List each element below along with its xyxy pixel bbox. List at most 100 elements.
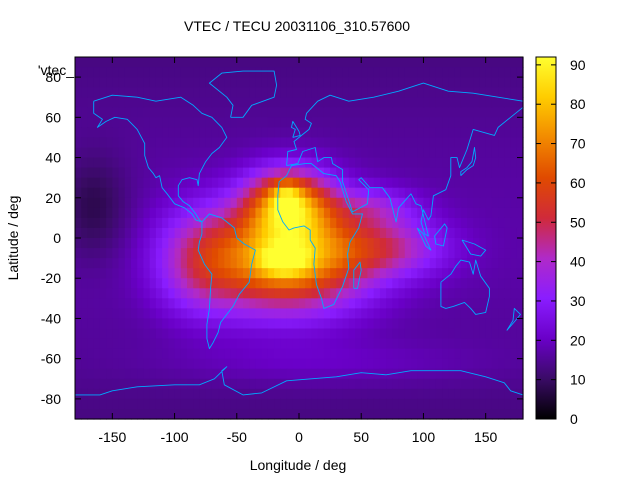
- heatmap-cell: [448, 97, 456, 108]
- heatmap-cell: [460, 278, 468, 289]
- heatmap-cell: [442, 227, 449, 239]
- heatmap-cell: [93, 147, 101, 159]
- heatmap-cell: [442, 368, 449, 380]
- heatmap-cell: [330, 137, 337, 149]
- heatmap-cell: [149, 127, 157, 139]
- heatmap-cell: [149, 328, 157, 340]
- heatmap-cell: [491, 248, 499, 259]
- y-tick-label: -40: [41, 310, 61, 326]
- vtec-heatmap: [75, 57, 524, 420]
- heatmap-cell: [87, 238, 95, 249]
- heatmap-cell: [187, 278, 194, 289]
- heatmap-cell: [330, 107, 337, 118]
- heatmap-cell: [274, 308, 281, 320]
- heatmap-cell: [286, 157, 294, 169]
- heatmap-cell: [448, 368, 456, 380]
- heatmap-cell: [249, 57, 257, 68]
- heatmap-cell: [473, 217, 481, 229]
- heatmap-cell: [261, 378, 269, 390]
- heatmap-cell: [131, 157, 138, 169]
- heatmap-cell: [479, 358, 487, 370]
- heatmap-cell: [392, 167, 400, 179]
- heatmap-cell: [75, 197, 82, 209]
- heatmap-cell: [392, 107, 400, 118]
- heatmap-cell: [460, 358, 468, 370]
- heatmap-cell: [87, 368, 95, 380]
- heatmap-cell: [187, 177, 194, 189]
- heatmap-cell: [516, 197, 524, 209]
- heatmap-cell: [417, 127, 425, 139]
- heatmap-cell: [236, 167, 244, 179]
- heatmap-cell: [404, 227, 412, 239]
- heatmap-cell: [311, 147, 319, 159]
- heatmap-cell: [211, 117, 219, 128]
- heatmap-cell: [143, 248, 151, 259]
- heatmap-cell: [236, 338, 244, 350]
- heatmap-cell: [261, 77, 269, 88]
- heatmap-cell: [218, 207, 225, 219]
- heatmap-cell: [75, 187, 82, 199]
- heatmap-cell: [286, 308, 294, 320]
- heatmap-cell: [367, 167, 375, 179]
- heatmap-cell: [261, 147, 269, 159]
- heatmap-cell: [342, 258, 350, 269]
- heatmap-cell: [305, 328, 313, 340]
- heatmap-cell: [367, 308, 375, 320]
- heatmap-cell: [510, 167, 518, 179]
- heatmap-cell: [99, 227, 107, 239]
- heatmap-cell: [435, 288, 443, 299]
- heatmap-cell: [236, 117, 244, 128]
- y-axis-label: Latitude / deg: [5, 196, 21, 281]
- x-tick-label: 0: [295, 429, 303, 445]
- heatmap-cell: [274, 127, 281, 139]
- heatmap-cell: [504, 248, 512, 259]
- heatmap-cell: [491, 338, 499, 350]
- heatmap-cell: [510, 398, 518, 410]
- heatmap-cell: [155, 328, 163, 340]
- heatmap-cell: [504, 227, 512, 239]
- heatmap-cell: [205, 268, 213, 279]
- colorbar-tick-label: 90: [570, 57, 586, 73]
- heatmap-cell: [274, 57, 281, 68]
- heatmap-cell: [467, 398, 474, 410]
- heatmap-cell: [423, 157, 431, 169]
- heatmap-cell: [361, 328, 369, 340]
- heatmap-cell: [137, 278, 145, 289]
- heatmap-cell: [131, 197, 138, 209]
- heatmap-cell: [404, 368, 412, 380]
- heatmap-cell: [411, 187, 418, 199]
- heatmap-cell: [292, 388, 300, 400]
- heatmap-cell: [516, 408, 524, 420]
- heatmap-cell: [411, 147, 418, 159]
- heatmap-cell: [292, 217, 300, 229]
- heatmap-cell: [504, 348, 512, 360]
- heatmap-cell: [99, 197, 107, 209]
- x-tick-label: -100: [161, 429, 189, 445]
- heatmap-cell: [224, 368, 232, 380]
- heatmap-cell: [155, 137, 163, 149]
- heatmap-cell: [311, 378, 319, 390]
- heatmap-cell: [392, 338, 400, 350]
- heatmap-cell: [224, 157, 232, 169]
- heatmap-cell: [249, 298, 257, 309]
- heatmap-cell: [187, 338, 194, 350]
- heatmap-cell: [379, 227, 387, 239]
- heatmap-cell: [106, 77, 113, 88]
- heatmap-cell: [131, 298, 138, 309]
- heatmap-cell: [143, 358, 151, 370]
- heatmap-cell: [379, 217, 387, 229]
- heatmap-cell: [504, 328, 512, 340]
- heatmap-cell: [386, 298, 393, 309]
- heatmap-cell: [99, 268, 107, 279]
- heatmap-cell: [311, 278, 319, 289]
- heatmap-cell: [454, 368, 462, 380]
- heatmap-cell: [205, 328, 213, 340]
- heatmap-cell: [280, 308, 288, 320]
- heatmap-cell: [442, 278, 449, 289]
- heatmap-cell: [485, 298, 493, 309]
- heatmap-cell: [131, 368, 138, 380]
- heatmap-cell: [435, 388, 443, 400]
- heatmap-cell: [485, 388, 493, 400]
- heatmap-cell: [230, 258, 238, 269]
- heatmap-cell: [137, 177, 145, 189]
